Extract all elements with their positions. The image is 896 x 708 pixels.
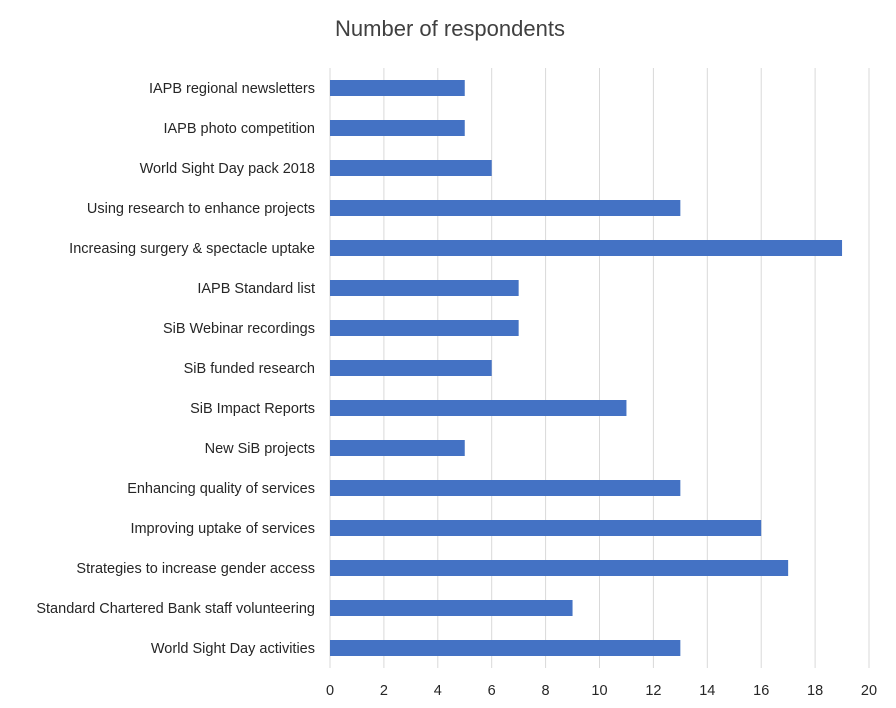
bar — [330, 520, 762, 536]
category-label: SiB Impact Reports — [190, 401, 315, 417]
bar — [330, 240, 843, 256]
category-label: SiB Webinar recordings — [163, 321, 315, 337]
x-tick-label: 10 — [591, 683, 607, 699]
x-tick-label: 20 — [861, 683, 877, 699]
chart-title: Number of respondents — [335, 16, 565, 41]
bar — [330, 640, 681, 656]
category-label: Improving uptake of services — [130, 521, 315, 537]
x-tick-label: 12 — [645, 683, 661, 699]
bar — [330, 200, 681, 216]
x-tick-label: 0 — [326, 683, 334, 699]
category-label: IAPB photo competition — [163, 121, 315, 137]
bar — [330, 320, 519, 336]
x-tick-label: 18 — [807, 683, 823, 699]
bar — [330, 120, 465, 136]
bar — [330, 560, 789, 576]
category-label: Increasing surgery & spectacle uptake — [69, 241, 315, 257]
category-labels: IAPB regional newsletters IAPB photo comp… — [36, 81, 315, 657]
category-label: IAPB regional newsletters — [149, 81, 315, 97]
x-tick-label: 4 — [434, 683, 442, 699]
category-label: World Sight Day pack 2018 — [140, 161, 315, 177]
category-label: IAPB Standard list — [197, 281, 315, 297]
category-label: Standard Chartered Bank staff volunteeri… — [36, 601, 315, 617]
category-label: Enhancing quality of services — [127, 481, 315, 497]
bar — [330, 440, 465, 456]
bar — [330, 400, 627, 416]
bars — [330, 80, 843, 656]
category-label: Strategies to increase gender access — [76, 561, 315, 577]
bar — [330, 160, 492, 176]
x-tick-label: 14 — [699, 683, 715, 699]
bar — [330, 480, 681, 496]
x-axis-tick-labels: 0 2 4 6 8 10 12 14 16 18 20 — [326, 683, 877, 699]
x-tick-label: 6 — [488, 683, 496, 699]
bar — [330, 360, 492, 376]
bar — [330, 80, 465, 96]
x-tick-label: 8 — [542, 683, 550, 699]
category-label: World Sight Day activities — [151, 641, 315, 657]
bar — [330, 600, 573, 616]
category-label: SiB funded research — [184, 361, 315, 377]
category-label: New SiB projects — [205, 441, 315, 457]
x-tick-label: 2 — [380, 683, 388, 699]
category-label: Using research to enhance projects — [87, 201, 315, 217]
x-tick-label: 16 — [753, 683, 769, 699]
bar — [330, 280, 519, 296]
